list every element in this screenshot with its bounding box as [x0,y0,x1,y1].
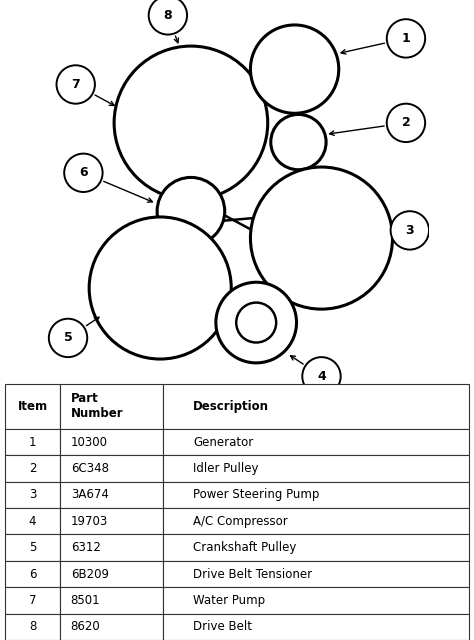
Text: 3: 3 [405,224,414,237]
Circle shape [64,154,102,192]
Circle shape [157,177,225,245]
Text: 8: 8 [164,9,172,22]
Circle shape [216,282,297,363]
Circle shape [89,217,231,359]
Text: 6: 6 [79,166,88,179]
Circle shape [149,0,187,35]
Text: 7: 7 [72,78,80,91]
Text: 5: 5 [64,332,73,344]
Circle shape [271,115,326,170]
Circle shape [387,104,425,142]
Circle shape [56,65,95,104]
Circle shape [114,46,268,200]
Circle shape [236,303,276,342]
Circle shape [250,167,392,309]
Circle shape [250,25,339,113]
Text: 4: 4 [317,370,326,383]
Text: 2: 2 [401,116,410,129]
Circle shape [391,211,429,250]
Circle shape [49,319,87,357]
Circle shape [387,19,425,58]
Circle shape [302,357,341,396]
Text: 1: 1 [401,32,410,45]
